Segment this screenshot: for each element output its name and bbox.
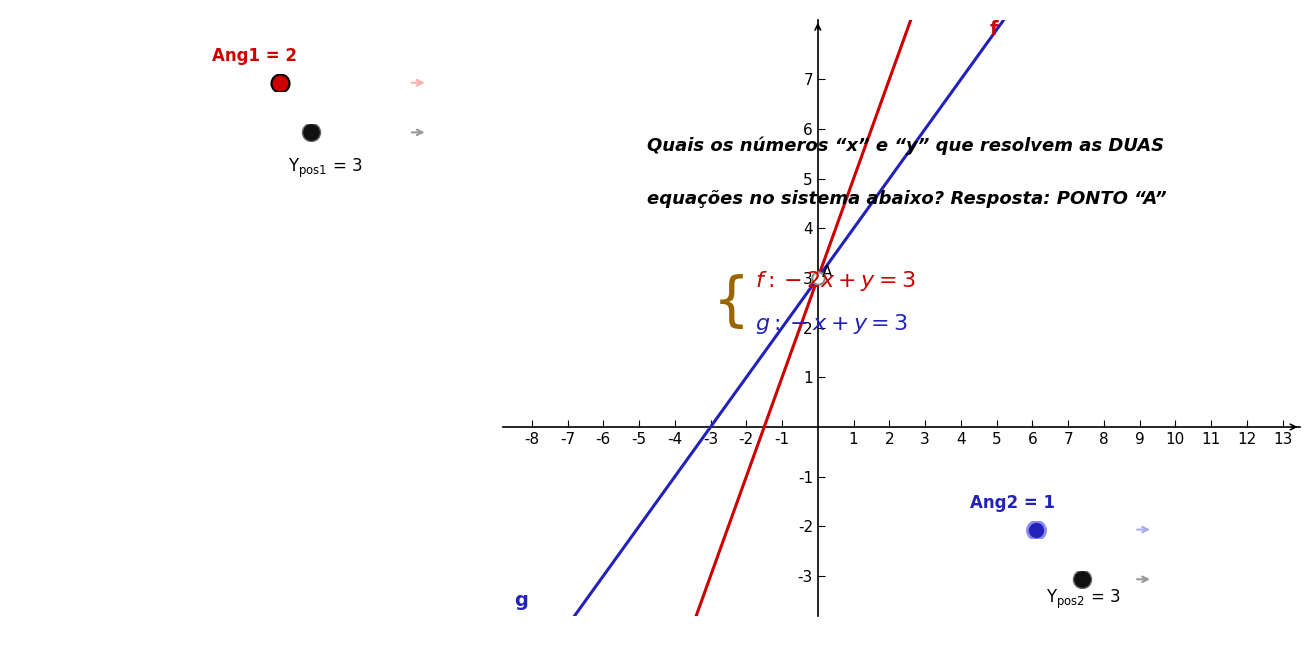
Text: $\mathregular{Y_{pos1}}$ = 3: $\mathregular{Y_{pos1}}$ = 3 — [288, 157, 362, 181]
Text: g: g — [514, 591, 528, 610]
Text: $f : -2x + y = 3$: $f : -2x + y = 3$ — [755, 269, 916, 293]
Text: $g : -x + y = 3$: $g : -x + y = 3$ — [755, 312, 908, 336]
Text: A = (0, 3): A = (0, 3) — [78, 337, 229, 361]
Text: Quais os números “x” e “y” que resolvem as DUAS: Quais os números “x” e “y” que resolvem … — [647, 136, 1165, 155]
Text: equações no sistema abaixo? Resposta: PONTO “A”: equações no sistema abaixo? Resposta: PO… — [647, 189, 1167, 208]
Text: f: f — [989, 20, 999, 39]
Text: Ang1 = 2: Ang1 = 2 — [212, 47, 298, 66]
Text: A: A — [822, 265, 833, 280]
Text: $\mathregular{Y_{pos2}}$ = 3: $\mathregular{Y_{pos2}}$ = 3 — [1046, 587, 1120, 611]
Text: $\{$: $\{$ — [712, 271, 744, 331]
Text: Ang2 = 1: Ang2 = 1 — [970, 494, 1056, 512]
